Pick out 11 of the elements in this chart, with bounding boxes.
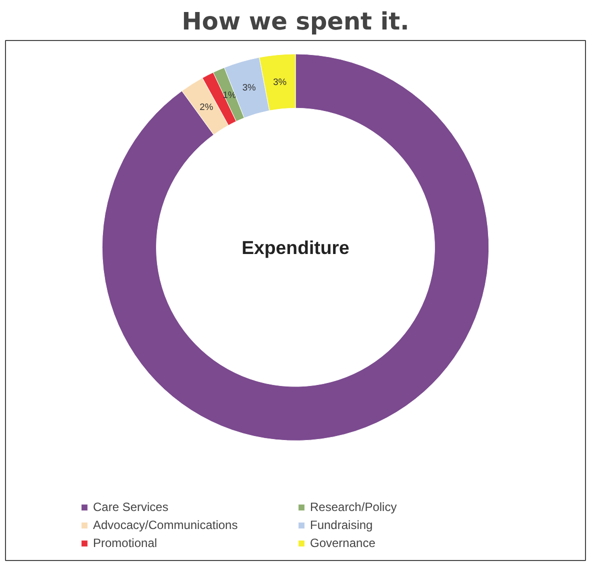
legend-label: Research/Policy [310,500,398,514]
text: Expenditure [242,236,350,258]
legend-label: Fundraising [310,518,374,532]
legend-label: Care Services [93,500,170,514]
legend-label: Promotional [93,536,158,550]
data-label: 3% [273,76,287,87]
legend-label: Governance [310,536,376,550]
chart-title: How we spent it. [182,8,410,36]
data-label: 3% [242,82,256,93]
data-label: 2% [200,102,214,112]
legend-label: Advocacy/Communications [93,518,239,532]
